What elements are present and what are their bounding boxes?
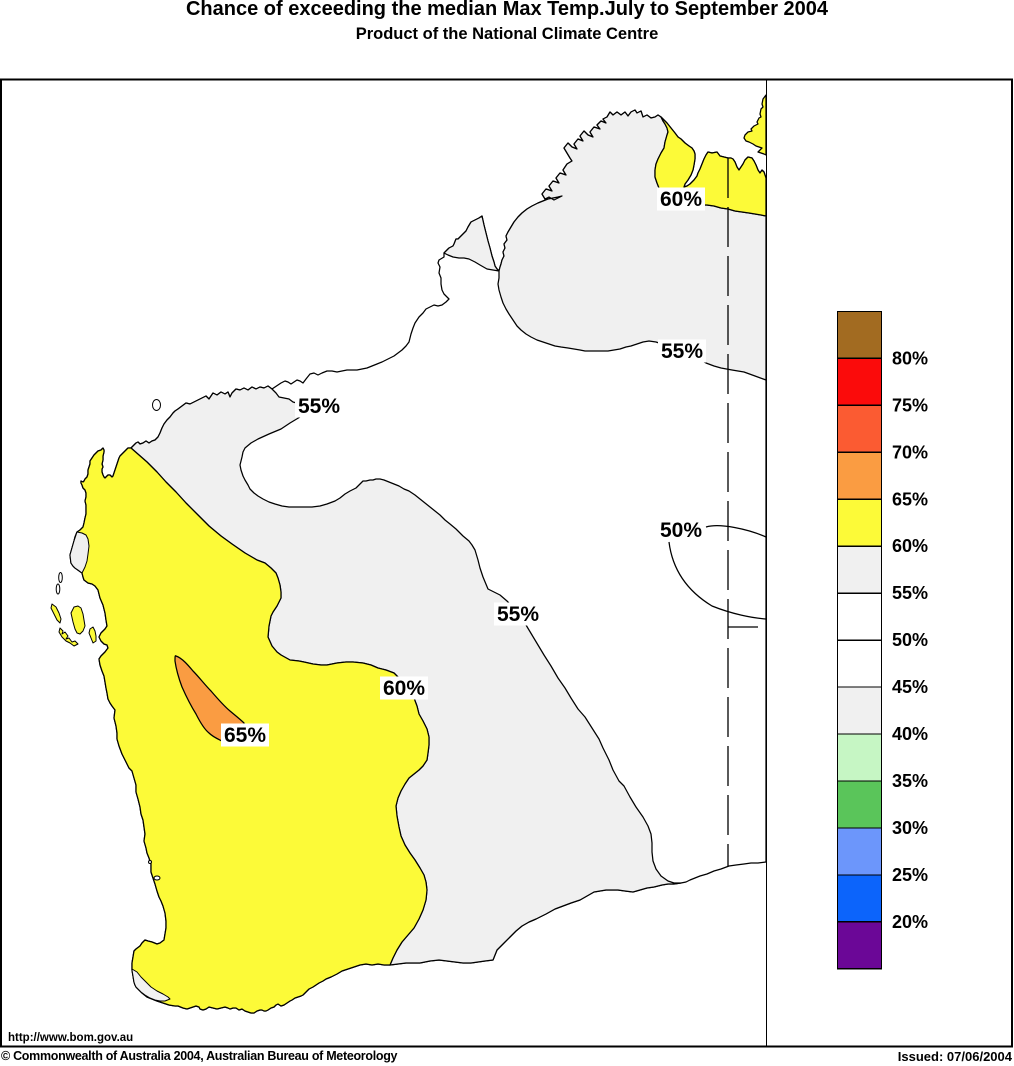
svg-text:60%: 60% <box>892 536 928 556</box>
svg-text:35%: 35% <box>892 771 928 791</box>
svg-text:http://www.bom.gov.au: http://www.bom.gov.au <box>8 1032 133 1044</box>
svg-text:20%: 20% <box>892 912 928 932</box>
svg-text:50%: 50% <box>660 519 702 542</box>
svg-text:55%: 55% <box>497 603 539 626</box>
svg-text:25%: 25% <box>892 865 928 885</box>
svg-text:30%: 30% <box>892 818 928 838</box>
svg-text:50%: 50% <box>892 630 928 650</box>
svg-text:55%: 55% <box>892 583 928 603</box>
svg-text:55%: 55% <box>298 395 340 418</box>
svg-text:60%: 60% <box>660 188 702 211</box>
svg-text:65%: 65% <box>892 489 928 509</box>
svg-text:65%: 65% <box>224 724 266 747</box>
svg-text:60%: 60% <box>383 677 425 700</box>
svg-text:40%: 40% <box>892 724 928 744</box>
svg-text:45%: 45% <box>892 677 928 697</box>
svg-text:55%: 55% <box>661 340 703 363</box>
svg-text:75%: 75% <box>892 395 928 415</box>
svg-text:70%: 70% <box>892 442 928 462</box>
svg-text:80%: 80% <box>892 348 928 368</box>
